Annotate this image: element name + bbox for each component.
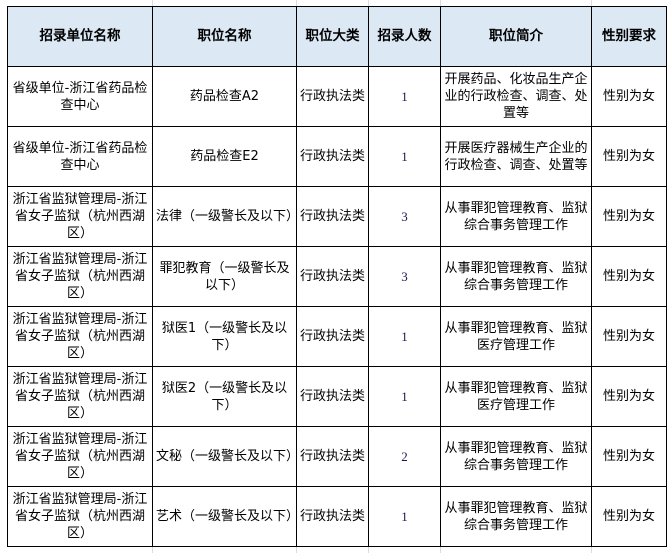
cell-gender: 性别为女 [591,66,667,127]
cell-description: 开展药品、化妆品生产企业的行政检查、调查、处置等 [440,66,592,127]
cell-gender: 性别为女 [591,366,667,427]
recruitment-table: 招录单位名称 职位名称 职位大类 招录人数 职位简介 性别要求 省级单位-浙江省… [7,6,667,547]
header-description: 职位简介 [440,6,592,67]
table-row: 浙江省监狱管理局-浙江省女子监狱（杭州西湖区） 狱医2（一级警长及以下） 行政执法类… [7,366,667,427]
cell-count: 2 [368,426,441,487]
cell-category: 行政执法类 [296,486,369,547]
cell-description: 从事罪犯管理教育、监狱医疗管理工作 [440,306,592,367]
cell-count: 3 [368,186,441,247]
header-row: 招录单位名称 职位名称 职位大类 招录人数 职位简介 性别要求 [7,6,667,67]
table-row: 浙江省监狱管理局-浙江省女子监狱（杭州西湖区） 文秘（一级警长及以下） 行政执法类 2… [7,426,667,487]
cell-gender: 性别为女 [591,306,667,367]
cell-description: 从事罪犯管理教育、监狱医疗管理工作 [440,366,592,427]
cell-unit: 省级单位-浙江省药品检查中心 [7,66,153,127]
cell-description: 从事罪犯管理教育、监狱综合事务管理工作 [440,246,592,307]
cell-category: 行政执法类 [296,66,369,127]
cell-count: 1 [368,306,441,367]
cell-category: 行政执法类 [296,186,369,247]
cell-category: 行政执法类 [296,246,369,307]
cell-count: 1 [368,366,441,427]
cell-position: 罪犯教育（一级警长及以下） [152,246,297,307]
header-category: 职位大类 [296,6,369,67]
cell-count: 1 [368,486,441,547]
table-row: 浙江省监狱管理局-浙江省女子监狱（杭州西湖区） 狱医1（一级警长及以下） 行政执法类… [7,306,667,367]
cell-unit: 浙江省监狱管理局-浙江省女子监狱（杭州西湖区） [7,366,153,427]
table-row: 浙江省监狱管理局-浙江省女子监狱（杭州西湖区） 罪犯教育（一级警长及以下） 行政执法… [7,246,667,307]
cell-description: 开展医疗器械生产企业的行政检查、调查、处置等 [440,126,592,187]
table-row: 浙江省监狱管理局-浙江省女子监狱（杭州西湖区） 法律（一级警长及以下） 行政执法类 3… [7,186,667,247]
cell-category: 行政执法类 [296,126,369,187]
header-gender: 性别要求 [591,6,667,67]
cell-unit: 浙江省监狱管理局-浙江省女子监狱（杭州西湖区） [7,426,153,487]
cell-position: 药品检查E2 [152,126,297,187]
cell-count: 1 [368,126,441,187]
cell-position: 药品检查A2 [152,66,297,127]
cell-position: 狱医1（一级警长及以下） [152,306,297,367]
cell-gender: 性别为女 [591,426,667,487]
cell-gender: 性别为女 [591,246,667,307]
cell-unit: 浙江省监狱管理局-浙江省女子监狱（杭州西湖区） [7,186,153,247]
cell-description: 从事罪犯管理教育、监狱综合事务管理工作 [440,186,592,247]
cell-position: 艺术（一级警长及以下） [152,486,299,547]
table-row: 省级单位-浙江省药品检查中心 药品检查A2 行政执法类 1 开展药品、化妆品生产企业的行… [7,66,667,127]
header-count: 招录人数 [368,6,441,67]
cell-description: 从事罪犯管理教育、监狱综合事务管理工作 [440,486,592,547]
cell-category: 行政执法类 [296,426,369,487]
cell-category: 行政执法类 [296,366,369,427]
header-position: 职位名称 [152,6,297,67]
cell-position: 法律（一级警长及以下） [152,186,299,247]
cell-gender: 性别为女 [591,486,667,547]
cell-position: 狱医2（一级警长及以下） [152,366,297,427]
table-row: 省级单位-浙江省药品检查中心 药品检查E2 行政执法类 1 开展医疗器械生产企业的行政检… [7,126,667,187]
cell-unit: 省级单位-浙江省药品检查中心 [7,126,153,187]
cell-category: 行政执法类 [296,306,369,367]
cell-unit: 浙江省监狱管理局-浙江省女子监狱（杭州西湖区） [7,306,153,367]
cell-count: 1 [368,66,441,127]
cell-description: 从事罪犯管理教育、监狱综合事务管理工作 [440,426,592,487]
cell-unit: 浙江省监狱管理局-浙江省女子监狱（杭州西湖区） [7,486,153,547]
cell-unit: 浙江省监狱管理局-浙江省女子监狱（杭州西湖区） [7,246,153,307]
header-unit: 招录单位名称 [7,6,153,67]
cell-gender: 性别为女 [591,186,667,247]
cell-position: 文秘（一级警长及以下） [152,426,299,487]
cell-gender: 性别为女 [591,126,667,187]
cell-count: 3 [368,246,441,307]
table-row: 浙江省监狱管理局-浙江省女子监狱（杭州西湖区） 艺术（一级警长及以下） 行政执法类 1… [7,486,667,547]
